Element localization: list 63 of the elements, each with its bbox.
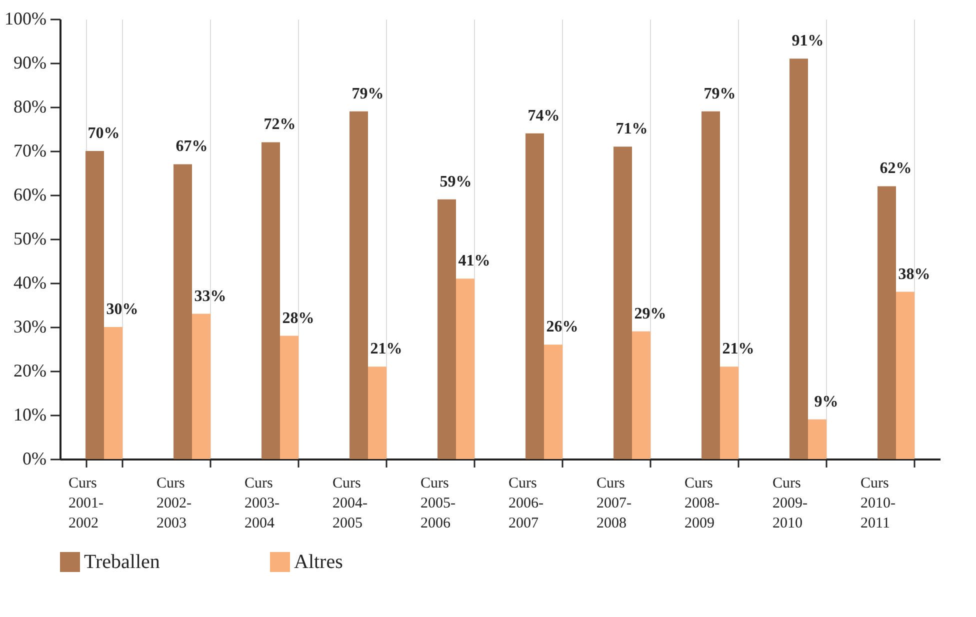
- bar: [438, 199, 456, 459]
- y-tick-label: 50%: [14, 228, 46, 248]
- data-label: 79%: [352, 85, 384, 102]
- y-tick-label: 80%: [14, 96, 46, 116]
- bar: [192, 314, 210, 459]
- legend-label: Treballen: [84, 551, 160, 573]
- data-label: 30%: [106, 301, 138, 318]
- data-label: 9%: [814, 393, 838, 410]
- x-tick-label: Curs 2003-2004: [244, 476, 280, 532]
- data-label: 33%: [194, 288, 226, 305]
- legend-label: Altres: [294, 551, 344, 573]
- bar: [104, 327, 122, 459]
- bar: [526, 133, 544, 459]
- data-label: 74%: [528, 107, 560, 124]
- bar: [280, 336, 298, 459]
- y-tick-label: 70%: [14, 140, 46, 160]
- bar: [368, 366, 386, 459]
- y-tick-label: 20%: [14, 360, 46, 380]
- bar: [614, 146, 632, 459]
- data-label: 72%: [264, 116, 296, 134]
- bar: [720, 366, 738, 459]
- y-tick-label: 100%: [4, 8, 46, 28]
- bar: [896, 292, 914, 459]
- y-tick-label: 10%: [14, 404, 46, 424]
- data-label: 70%: [88, 125, 120, 142]
- data-label: 38%: [898, 266, 930, 283]
- data-label: 29%: [634, 305, 666, 322]
- data-label: 67%: [176, 138, 208, 156]
- data-label: 41%: [458, 252, 490, 270]
- bar: [632, 331, 650, 459]
- data-label: 79%: [704, 85, 736, 102]
- bar: [790, 58, 808, 459]
- y-tick-label: 60%: [14, 184, 46, 204]
- x-tick-label: Curs 2007-2008: [596, 476, 632, 532]
- x-tick-label: Curs 2001-2002: [68, 476, 104, 532]
- data-label: 28%: [282, 310, 314, 327]
- y-tick-label: 30%: [14, 316, 46, 336]
- bar: [350, 111, 368, 459]
- bar: [878, 186, 896, 459]
- y-tick-label: 90%: [14, 52, 46, 72]
- data-label: 26%: [546, 318, 578, 336]
- bar: [702, 111, 720, 459]
- data-label: 71%: [616, 120, 648, 138]
- x-tick-label: Curs 2009-2010: [772, 476, 808, 532]
- x-tick-label: Curs 2008-2009: [684, 476, 720, 532]
- data-label: 62%: [880, 160, 912, 178]
- data-label: 21%: [370, 340, 402, 358]
- data-label: 59%: [440, 173, 472, 190]
- bar: [544, 344, 562, 459]
- x-tick-label: Curs 2006-2007: [508, 476, 544, 532]
- data-label: 21%: [722, 340, 754, 358]
- x-tick-label: Curs 2004-2005: [332, 476, 368, 532]
- bar: [808, 419, 826, 459]
- bar: [174, 164, 192, 459]
- bar: [456, 278, 474, 459]
- bar: [262, 142, 280, 459]
- data-label: 91%: [792, 32, 824, 50]
- y-tick-label: 0%: [22, 448, 46, 468]
- y-tick-label: 40%: [14, 272, 46, 292]
- x-tick-label: Curs 2010-2011: [860, 476, 896, 532]
- x-tick-label: Curs 2005-2006: [420, 476, 456, 532]
- x-tick-label: Curs 2002-2003: [156, 476, 192, 532]
- bar: [86, 151, 104, 459]
